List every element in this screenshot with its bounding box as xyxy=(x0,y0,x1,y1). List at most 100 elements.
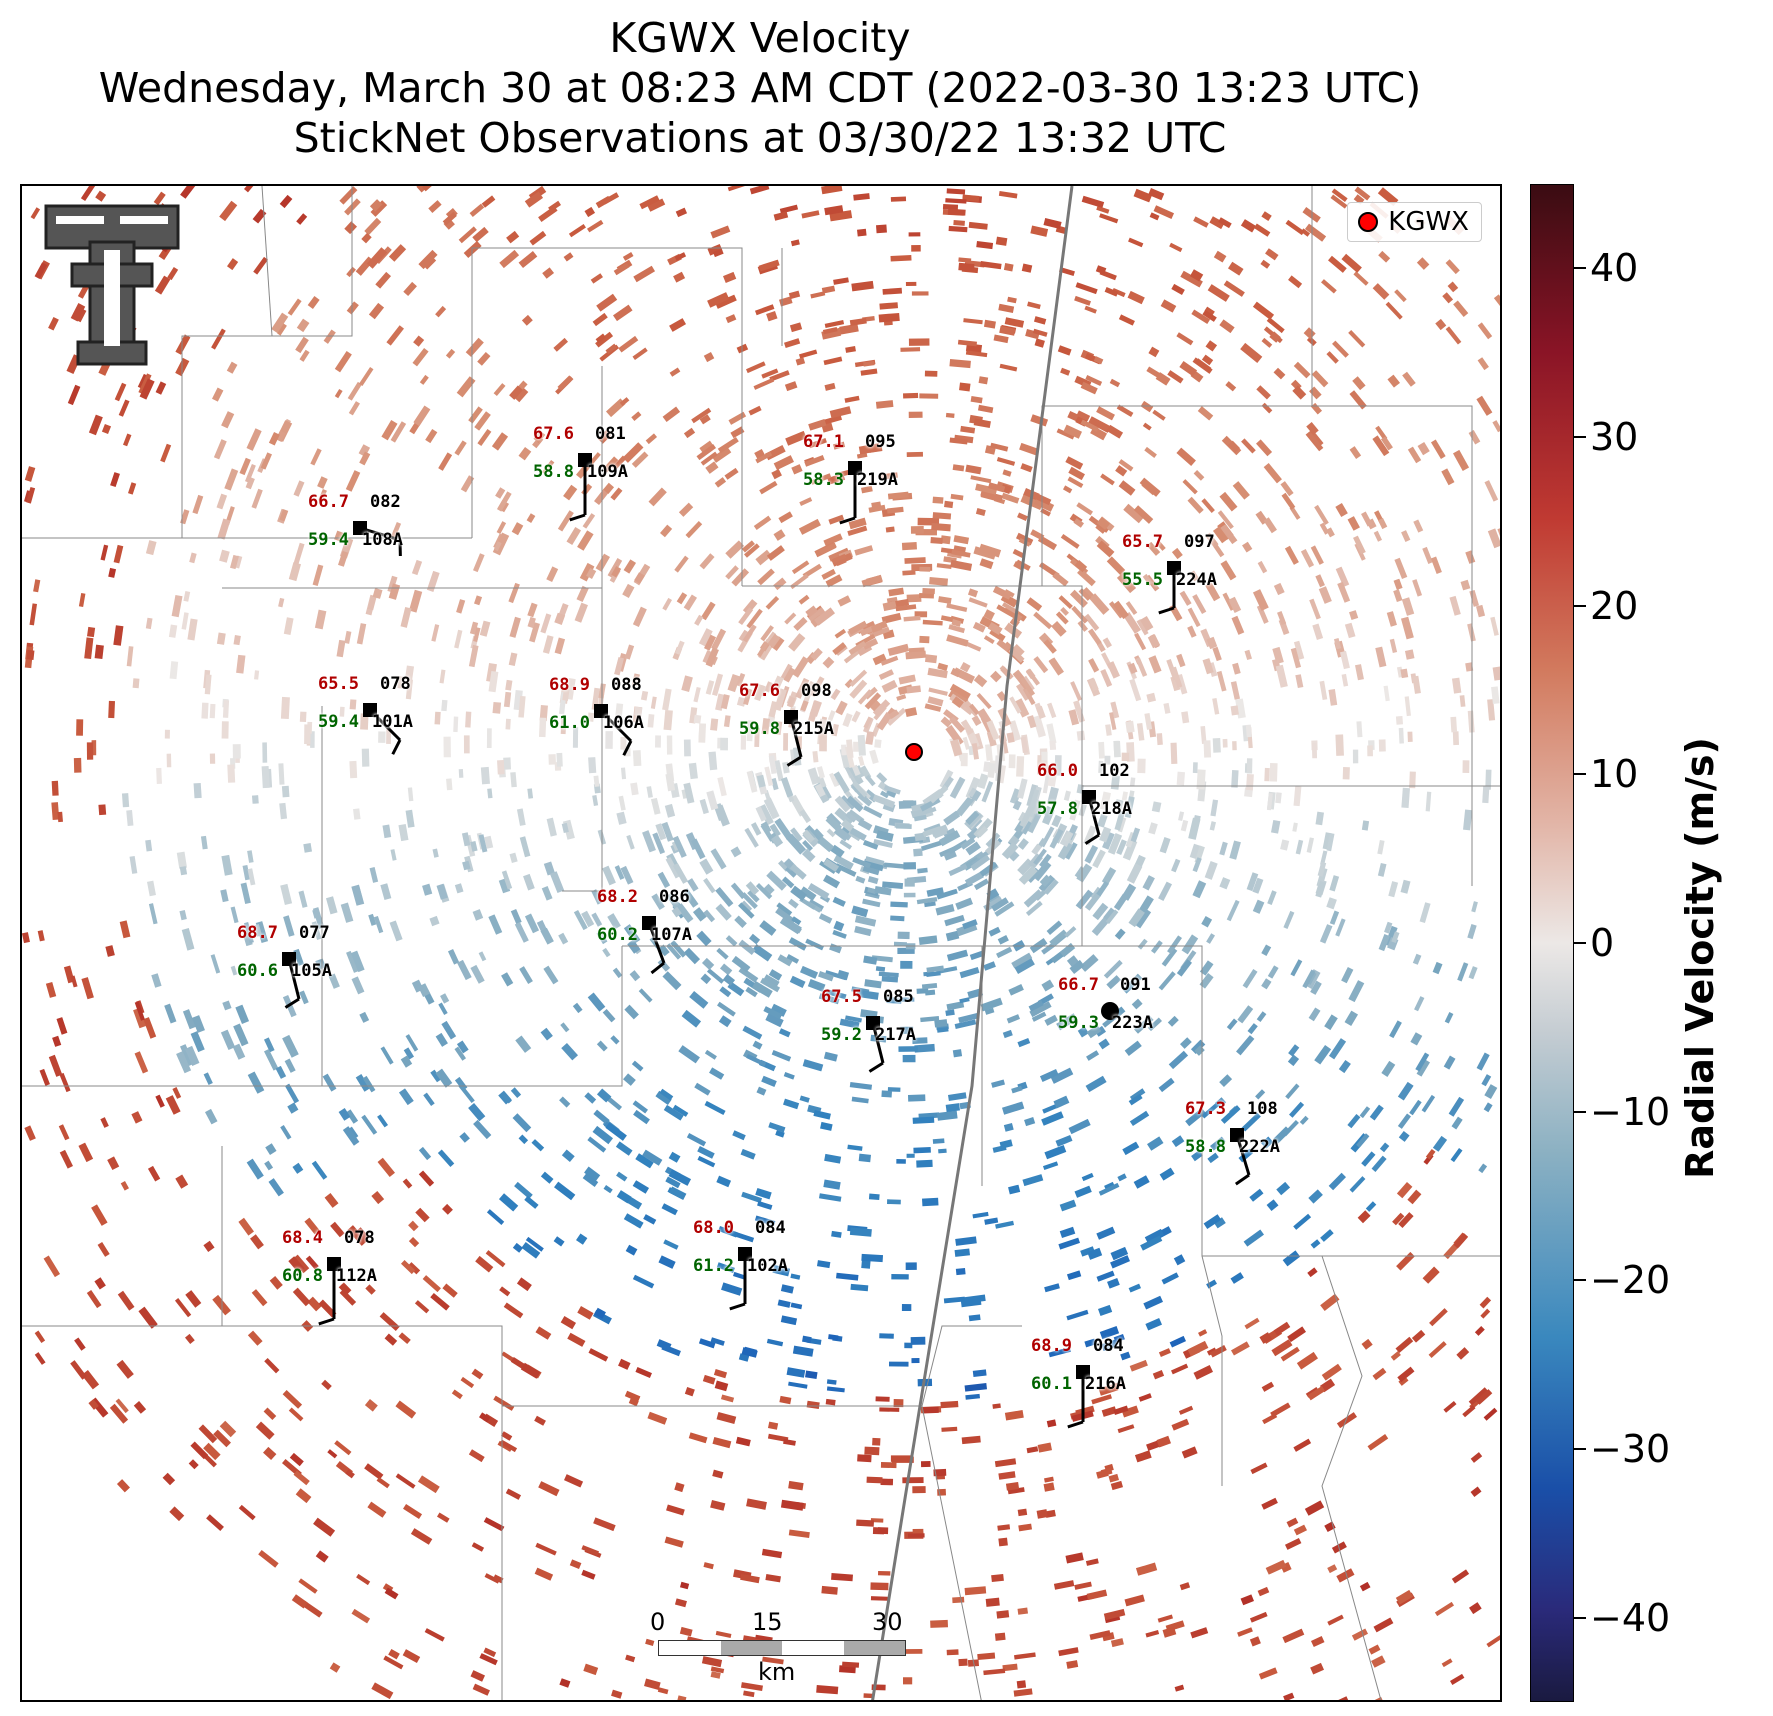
radar-gate xyxy=(542,635,554,654)
radar-gate xyxy=(1379,1142,1390,1153)
station-temp: 68.4 xyxy=(282,1228,323,1248)
radar-gate xyxy=(960,425,976,434)
radar-gate xyxy=(430,1069,442,1083)
radar-gate xyxy=(1058,1647,1079,1657)
radar-gate xyxy=(635,1153,654,1169)
radar-gate xyxy=(834,628,847,639)
radar-gate xyxy=(1398,1212,1414,1229)
radar-gate xyxy=(1326,527,1335,538)
radar-gate xyxy=(1144,712,1153,730)
station-temp: 65.7 xyxy=(1122,532,1163,552)
radar-gate xyxy=(890,901,908,908)
radar-gate xyxy=(1019,676,1036,697)
radar-gate xyxy=(524,191,544,208)
radar-gate xyxy=(919,635,930,644)
radar-gate xyxy=(1475,1389,1493,1405)
radar-gate xyxy=(924,654,938,664)
radar-gate xyxy=(945,930,960,942)
radar-gate xyxy=(761,718,771,735)
radar-gate xyxy=(1460,579,1471,591)
radar-gate xyxy=(515,1035,532,1053)
radar-gate xyxy=(930,1619,948,1628)
radar-gate xyxy=(1470,1486,1482,1497)
radar-gate xyxy=(388,244,407,262)
radar-gate xyxy=(1332,1696,1349,1700)
radar-gate xyxy=(646,786,653,798)
radar-gate xyxy=(619,397,630,407)
radar-gate xyxy=(1451,1569,1470,1584)
radar-gate xyxy=(51,802,60,821)
radar-gate xyxy=(1195,358,1212,372)
radar-gate xyxy=(692,907,707,922)
radar-gate xyxy=(324,1193,339,1208)
radar-gate xyxy=(470,840,478,852)
radar-gate xyxy=(1312,623,1324,640)
radar-gate xyxy=(946,949,969,962)
radar-gate xyxy=(1068,709,1080,726)
radar-gate xyxy=(751,943,773,962)
radar-gate xyxy=(912,1486,926,1494)
radar-gate xyxy=(635,1367,652,1379)
radar-gate xyxy=(770,777,779,791)
radar-gate xyxy=(454,883,464,894)
radar-gate xyxy=(876,712,893,731)
radar-gate xyxy=(986,731,997,747)
radar-gate xyxy=(1120,1351,1131,1361)
radar-gate xyxy=(1057,345,1072,356)
radar-gate xyxy=(752,1040,763,1050)
radar-gate xyxy=(1025,668,1041,686)
radar-gate xyxy=(1059,942,1076,958)
radar-gate xyxy=(699,798,709,815)
radar-gate xyxy=(1256,1011,1267,1023)
radar-gate xyxy=(145,540,157,556)
radar-gate xyxy=(346,950,359,973)
radar-gate xyxy=(279,194,293,209)
radar-gate xyxy=(849,1082,873,1090)
radar-gate xyxy=(1295,839,1304,855)
radar-gate xyxy=(906,1153,915,1158)
radar-gate xyxy=(1210,799,1219,817)
radar-gate xyxy=(605,731,613,749)
radar-gate xyxy=(844,765,858,786)
radar-gate xyxy=(1384,921,1393,934)
radar-gate xyxy=(57,811,63,823)
radar-gate xyxy=(1145,1317,1162,1331)
radar-gate xyxy=(307,296,320,309)
radar-gate xyxy=(1099,1326,1120,1340)
radar-gate xyxy=(566,526,582,545)
station-marker xyxy=(282,952,296,966)
radar-gate xyxy=(767,633,781,648)
radar-gate xyxy=(509,852,518,863)
radar-gate xyxy=(587,712,595,722)
radar-gate xyxy=(560,1316,577,1330)
radar-gate xyxy=(439,669,446,684)
radar-gate xyxy=(696,930,712,947)
radar-gate xyxy=(1020,736,1029,753)
radar-gate xyxy=(340,902,354,923)
radar-gate xyxy=(473,553,485,573)
radar-gate xyxy=(1171,666,1183,689)
radar-gate xyxy=(830,844,845,858)
radar-gate xyxy=(861,1253,884,1263)
radar-gate xyxy=(1225,381,1237,392)
radar-gate xyxy=(479,1653,498,1666)
radar-gate xyxy=(155,1094,165,1108)
radar-gate xyxy=(799,1095,810,1103)
radar-gate xyxy=(405,809,415,828)
radar-gate xyxy=(1037,535,1058,551)
radar-gate xyxy=(468,644,479,668)
radar-gate xyxy=(969,788,982,802)
radar-gate xyxy=(212,387,224,402)
radar-gate xyxy=(383,1655,404,1670)
radar-gate xyxy=(872,699,891,717)
radar-gate xyxy=(1244,649,1252,661)
radar-gate xyxy=(1253,223,1271,237)
radar-gate xyxy=(594,488,609,506)
radar-gate xyxy=(1428,1341,1447,1359)
radar-gate xyxy=(902,1477,924,1484)
radar-gate xyxy=(428,200,442,213)
radar-map[interactable]: KGWX 67.6 081 58.8 109A 67.1 095 58.3 219A 66.7 0… xyxy=(20,184,1502,1702)
radar-gate xyxy=(1162,1626,1177,1638)
radar-gate xyxy=(246,428,262,451)
radar-gate xyxy=(699,858,714,875)
